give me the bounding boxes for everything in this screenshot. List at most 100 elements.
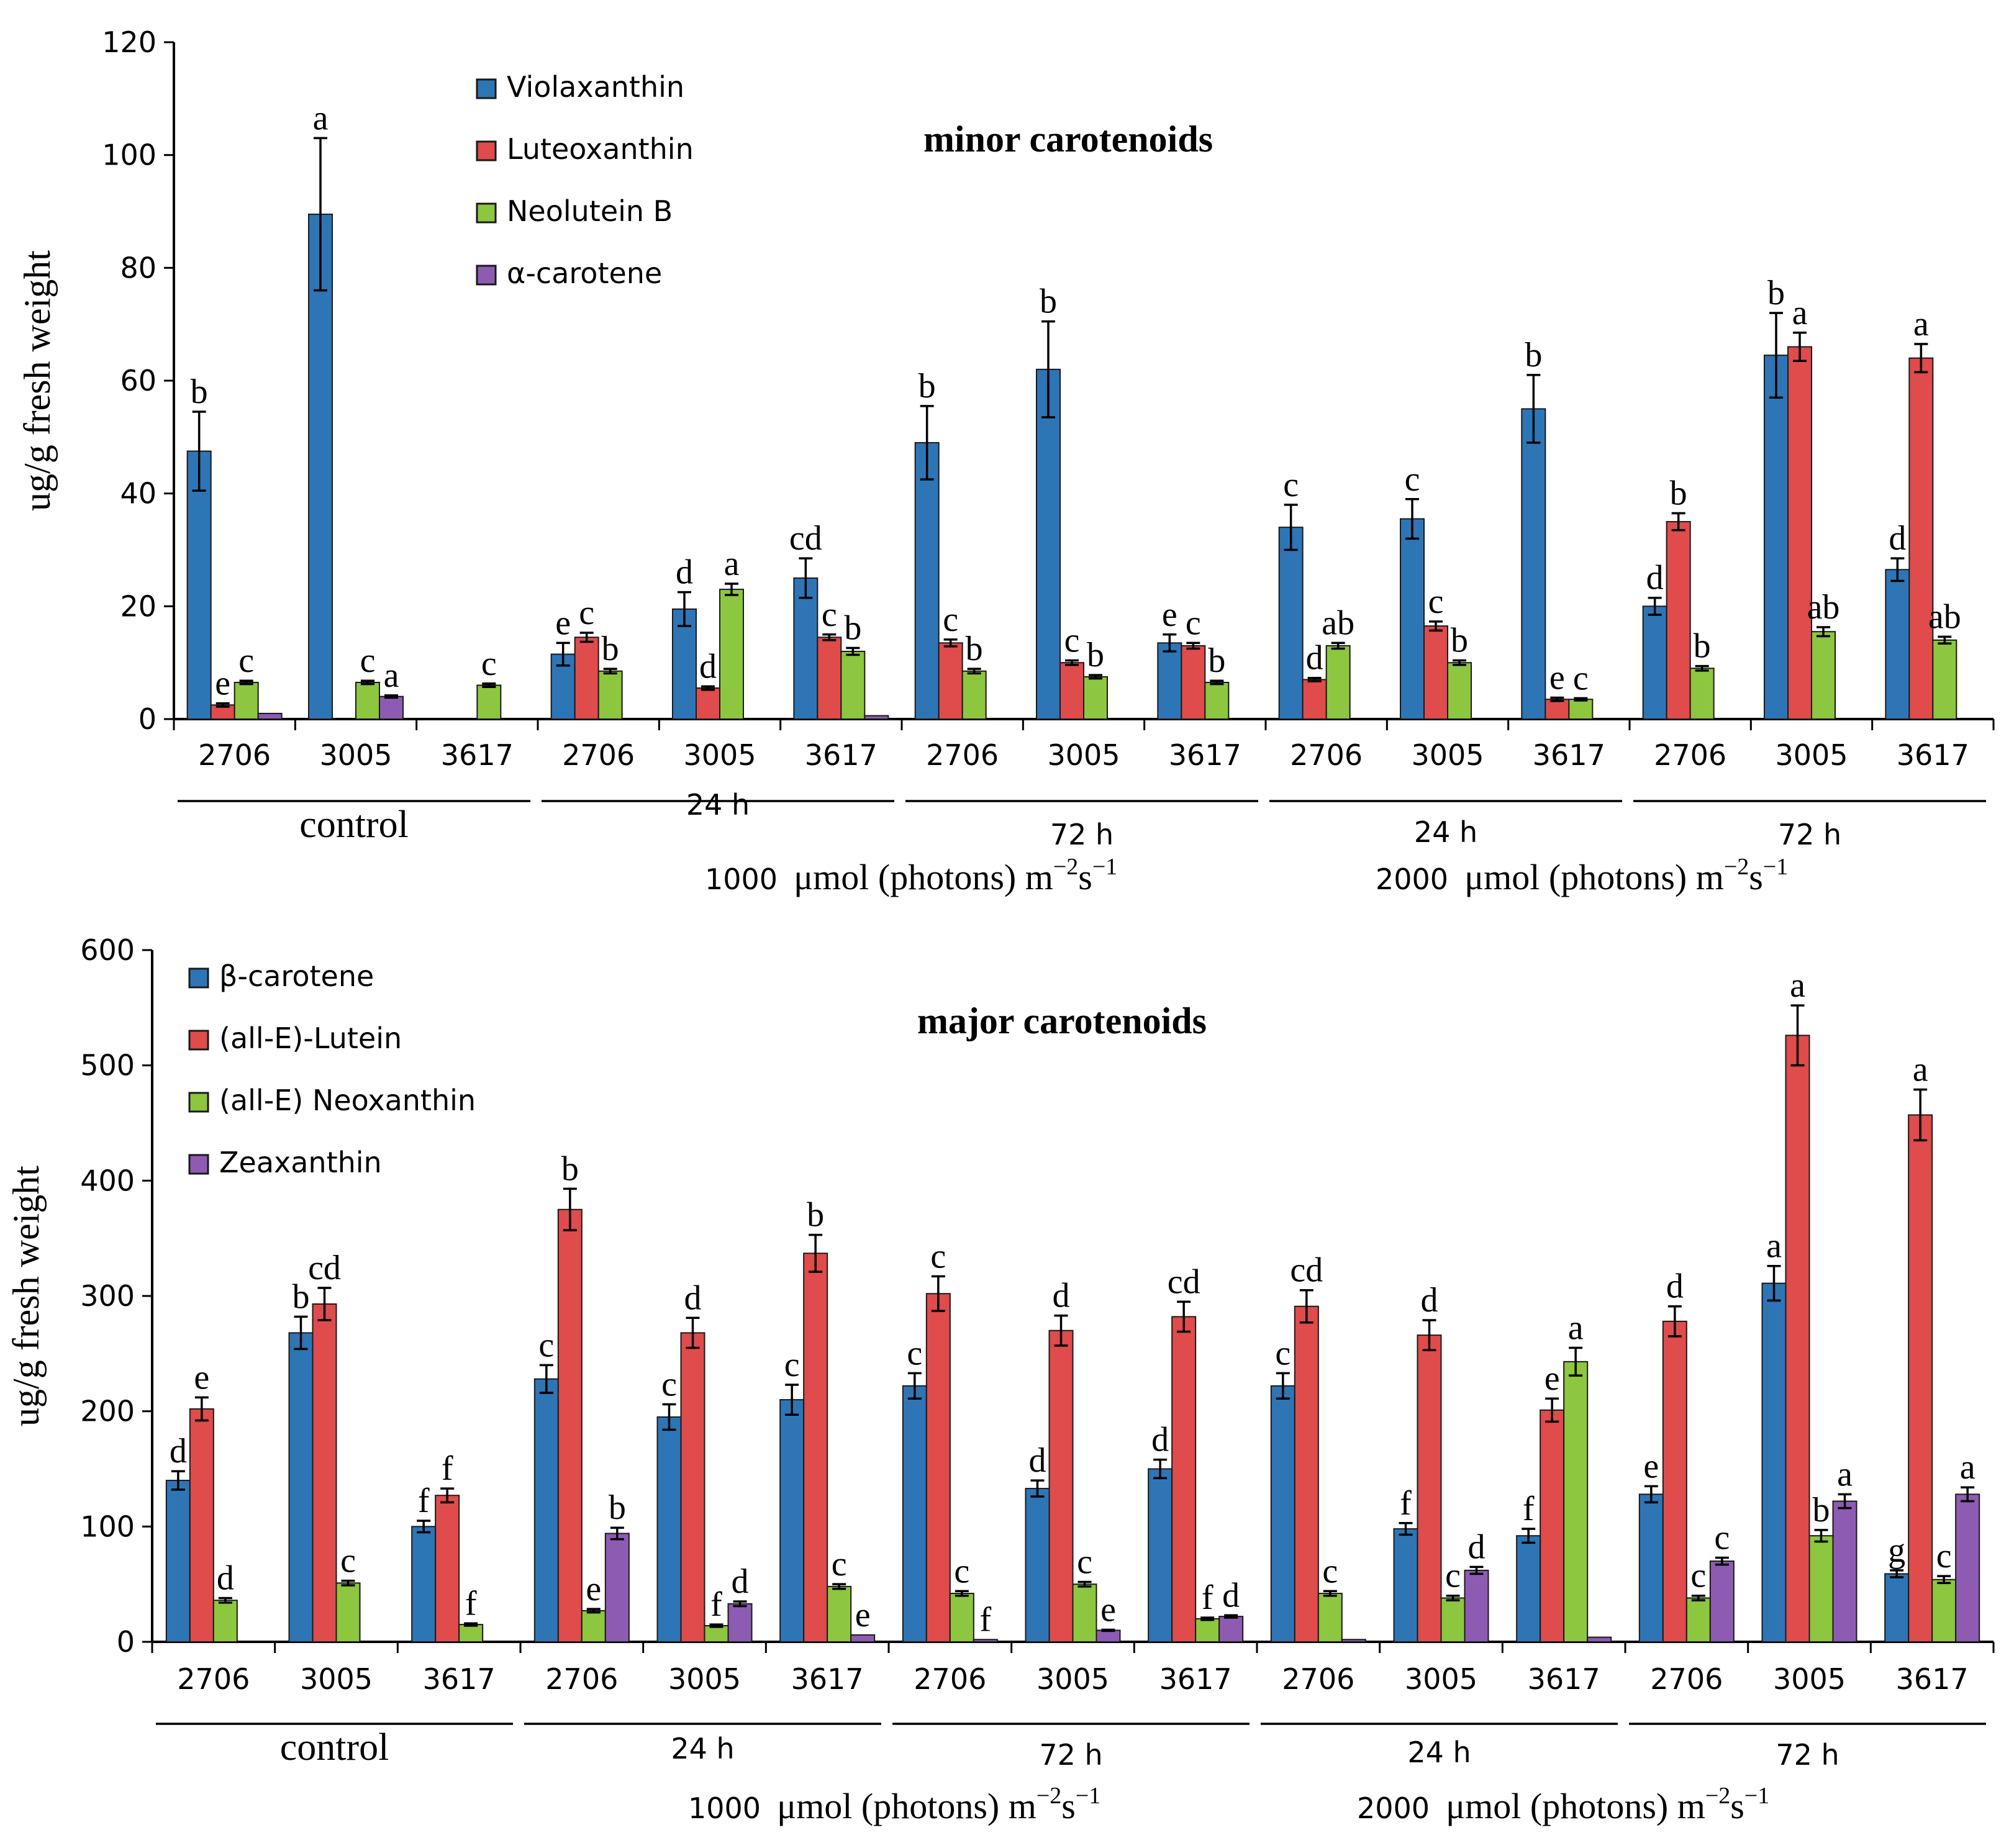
bar — [704, 1625, 729, 1642]
y-axis-label: ug/g fresh weight — [17, 250, 58, 511]
bar — [557, 1208, 583, 1642]
category-label: 2706 — [177, 1662, 250, 1696]
category-label: 3617 — [441, 738, 514, 772]
category-label: 3005 — [1405, 1662, 1477, 1696]
category-label: 3617 — [791, 1662, 864, 1696]
bar — [335, 1582, 361, 1643]
group-label: control — [299, 804, 409, 846]
category-label: 3005 — [1411, 738, 1484, 772]
bar — [719, 589, 744, 720]
significance-letter: cd — [1290, 1251, 1323, 1290]
significance-letter: c — [1936, 1537, 1952, 1575]
significance-letter: e — [215, 664, 230, 703]
significance-letter: a — [1913, 1051, 1928, 1089]
significance-letter: a — [1568, 1309, 1584, 1348]
category-label: 2706 — [1650, 1662, 1723, 1696]
bar — [597, 670, 623, 720]
significance-letter: c — [360, 641, 376, 680]
condition-unit-s: s — [1061, 1786, 1076, 1826]
bar — [411, 1526, 437, 1642]
light-condition-label: 1000 μmol (photons) m−2s−1 — [705, 854, 1117, 897]
bar — [1832, 1500, 1858, 1642]
significance-letter: cd — [1168, 1262, 1200, 1301]
bar — [1932, 639, 1957, 720]
bar — [1393, 1528, 1418, 1642]
bar — [458, 1624, 484, 1642]
significance-letter: c — [930, 1237, 946, 1275]
bar — [1516, 1535, 1541, 1643]
condition-exponent: −2 — [1724, 854, 1749, 880]
bar — [189, 1408, 214, 1643]
y-tick-label: 100 — [102, 138, 156, 172]
significance-letter: c — [1322, 1552, 1338, 1590]
significance-letter: c — [1077, 1542, 1092, 1581]
bar — [902, 1385, 927, 1643]
condition-exponent: −1 — [1763, 854, 1788, 880]
bar — [1059, 662, 1084, 720]
bar — [850, 1634, 876, 1643]
bar — [1685, 1597, 1711, 1643]
significance-letter: c — [1428, 582, 1444, 621]
significance-letter: c — [832, 1545, 847, 1583]
group-label: 24 h — [1407, 1736, 1471, 1769]
bar — [604, 1533, 630, 1643]
bar — [1218, 1616, 1244, 1642]
bar — [1157, 642, 1182, 720]
significance-letter: c — [1064, 622, 1080, 660]
bar — [234, 681, 259, 720]
bar — [1761, 1282, 1787, 1642]
bar — [1885, 569, 1910, 720]
bar — [1423, 625, 1448, 720]
significance-letter: c — [1283, 466, 1299, 504]
y-tick-label: 120 — [102, 25, 156, 59]
legend-swatch — [188, 1154, 209, 1175]
bar — [257, 712, 283, 720]
category-label: 3617 — [1896, 1662, 1969, 1696]
bar — [1908, 357, 1934, 720]
category-label: 2706 — [545, 1662, 618, 1696]
significance-letter: c — [661, 1366, 677, 1404]
category-label: 3617 — [1533, 738, 1605, 772]
significance-letter: b — [919, 367, 936, 405]
significance-letter: b — [966, 630, 983, 668]
category-label: 3005 — [1773, 1662, 1846, 1696]
condition-unit-s: s — [1078, 857, 1092, 897]
legend-swatch — [476, 265, 497, 286]
bar — [1440, 1597, 1466, 1643]
bar — [680, 1332, 705, 1642]
bar — [1787, 346, 1812, 720]
bar — [656, 1416, 682, 1642]
legend-swatch — [476, 202, 497, 224]
significance-letter: ab — [1928, 597, 1961, 636]
legend-swatch — [188, 1092, 209, 1113]
chart-title: minor carotenoids — [923, 119, 1213, 160]
significance-letter: d — [1468, 1528, 1486, 1566]
significance-letter: c — [822, 596, 837, 634]
legend-label: (all-E)-Lutein — [219, 1021, 402, 1055]
significance-letter: b — [844, 609, 861, 648]
legend-label: Violaxanthin — [507, 70, 684, 104]
significance-letter: f — [1400, 1484, 1412, 1523]
significance-letter: c — [954, 1552, 969, 1590]
significance-letter: c — [1573, 659, 1589, 697]
bar — [288, 1332, 314, 1642]
significance-letter: c — [1275, 1334, 1291, 1372]
category-label: 3617 — [1897, 738, 1969, 772]
significance-letter: e — [1549, 658, 1565, 697]
significance-letter: b — [1451, 622, 1468, 660]
y-tick-label: 60 — [120, 364, 156, 397]
significance-letter: a — [1766, 1227, 1782, 1266]
significance-letter: e — [1162, 596, 1177, 634]
chart-title: major carotenoids — [917, 1000, 1207, 1041]
y-tick-label: 40 — [120, 477, 156, 510]
bar — [1464, 1569, 1489, 1643]
significance-letter: d — [676, 553, 693, 592]
significance-letter: b — [609, 1488, 626, 1527]
significance-letter: d — [1151, 1421, 1169, 1459]
bar — [1095, 1629, 1121, 1643]
group-label: 24 h — [686, 788, 750, 822]
significance-letter: d — [1306, 639, 1323, 677]
significance-letter: c — [1405, 460, 1420, 499]
legend-label: β-carotene — [219, 959, 374, 993]
condition-unit: μmol (photons) m — [1464, 857, 1724, 897]
